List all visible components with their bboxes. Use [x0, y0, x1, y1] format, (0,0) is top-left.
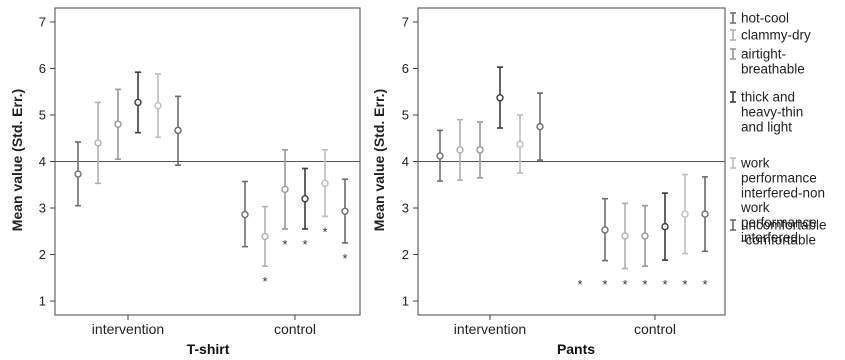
mean-point [74, 170, 82, 178]
legend-item: airtight-breathable [730, 47, 805, 76]
legend: hot-cool clammy-dry airtight-breathable thi… [730, 11, 827, 247]
significance-marker: * [602, 277, 607, 292]
mean-point [174, 126, 182, 135]
legend-label: heavy-thin [741, 104, 803, 119]
legend-label: performance [741, 215, 817, 230]
error-bar-icon [730, 157, 736, 169]
significance-marker: * [322, 224, 327, 239]
significance-marker: * [682, 277, 687, 292]
significance-marker: * [642, 277, 647, 292]
y-tick-label: 7 [39, 14, 46, 29]
legend-label: uncomfortable [741, 218, 827, 233]
mean-point [661, 222, 669, 231]
y-tick-label: 7 [402, 14, 409, 29]
x-axis-title: Pants [557, 341, 595, 357]
mean-point [476, 146, 484, 154]
y-tick-label: 6 [402, 61, 409, 76]
y-tick-label: 5 [402, 107, 409, 122]
error-bar-icon [730, 48, 736, 60]
legend-label: interfered-non [741, 185, 825, 200]
y-tick-label: 1 [402, 294, 409, 309]
legend-label: clammy-dry [741, 28, 811, 43]
significance-marker: * [702, 277, 707, 292]
y-tick-label: 1 [39, 294, 46, 309]
legend-item: clammy-dry [730, 28, 811, 43]
mean-point [436, 152, 444, 160]
x-tick-label: intervention [92, 321, 164, 337]
legend-label: work [740, 200, 770, 215]
significance-marker: * [622, 277, 627, 292]
y-tick-label: 3 [402, 201, 409, 216]
mean-point [681, 210, 689, 218]
error-bar-icon [730, 91, 736, 103]
tshirt-chart: Mean value (Std. Err.) T-shirt 1 2 3 4 5 6 7 in… [9, 7, 361, 357]
error-bar-icon [730, 219, 736, 231]
significance-marker: * [282, 237, 287, 252]
mean-point [261, 232, 269, 241]
mean-point [516, 140, 524, 148]
mean-point [94, 139, 102, 147]
legend-label: hot-cool [741, 11, 789, 26]
x-tick-label: control [274, 321, 316, 337]
legend-label: airtight- [741, 47, 786, 62]
mean-point [321, 179, 329, 188]
significance-marker: * [342, 251, 347, 266]
mean-point [621, 232, 629, 240]
mean-point [701, 210, 709, 218]
x-axis-title: T-shirt [187, 341, 230, 357]
legend-item: workperformanceinterfered-nonworkperform… [730, 156, 825, 245]
pants-chart: Mean value (Std. Err.) Pants 1 2 3 4 5 6 7 inte… [371, 7, 726, 357]
mean-point [641, 232, 649, 240]
legend-label: performance [741, 170, 817, 185]
x-tick-label: control [634, 321, 676, 337]
legend-label: interfered [741, 230, 798, 245]
legend-item: uncomfortable-comfortable [730, 218, 827, 247]
error-bar-icon [730, 29, 736, 41]
mean-point [601, 226, 609, 234]
mean-point [341, 207, 349, 215]
mean-point [134, 98, 142, 107]
y-tick-label: 5 [39, 107, 46, 122]
y-tick-label: 2 [39, 247, 46, 262]
mean-point [496, 94, 504, 102]
legend-label: work [740, 156, 770, 171]
y-axis-label: Mean value (Std. Err.) [371, 89, 387, 231]
legend-label: breathable [741, 61, 805, 76]
mean-point [456, 146, 464, 154]
mean-point [241, 210, 249, 219]
y-tick-label: 4 [402, 154, 409, 169]
mean-point [536, 122, 544, 131]
legend-item: hot-cool [730, 11, 789, 26]
y-tick-label: 6 [39, 61, 46, 76]
mean-point [114, 120, 122, 128]
legend-label: -comfortable [741, 232, 816, 247]
y-tick-label: 3 [39, 201, 46, 216]
significance-marker: * [262, 274, 267, 289]
significance-marker: * [662, 277, 667, 292]
mean-point [154, 101, 162, 110]
x-tick-label: intervention [454, 321, 526, 337]
y-tick-label: 2 [402, 247, 409, 262]
y-tick-label: 4 [39, 154, 46, 169]
mean-point [301, 195, 309, 203]
significance-marker: * [302, 237, 307, 252]
mean-point [281, 185, 289, 194]
significance-marker: * [577, 277, 582, 292]
legend-label: thick and [741, 90, 795, 105]
legend-label: and light [741, 119, 792, 134]
error-bar-icon [730, 12, 736, 24]
y-axis-label: Mean value (Std. Err.) [9, 89, 25, 231]
